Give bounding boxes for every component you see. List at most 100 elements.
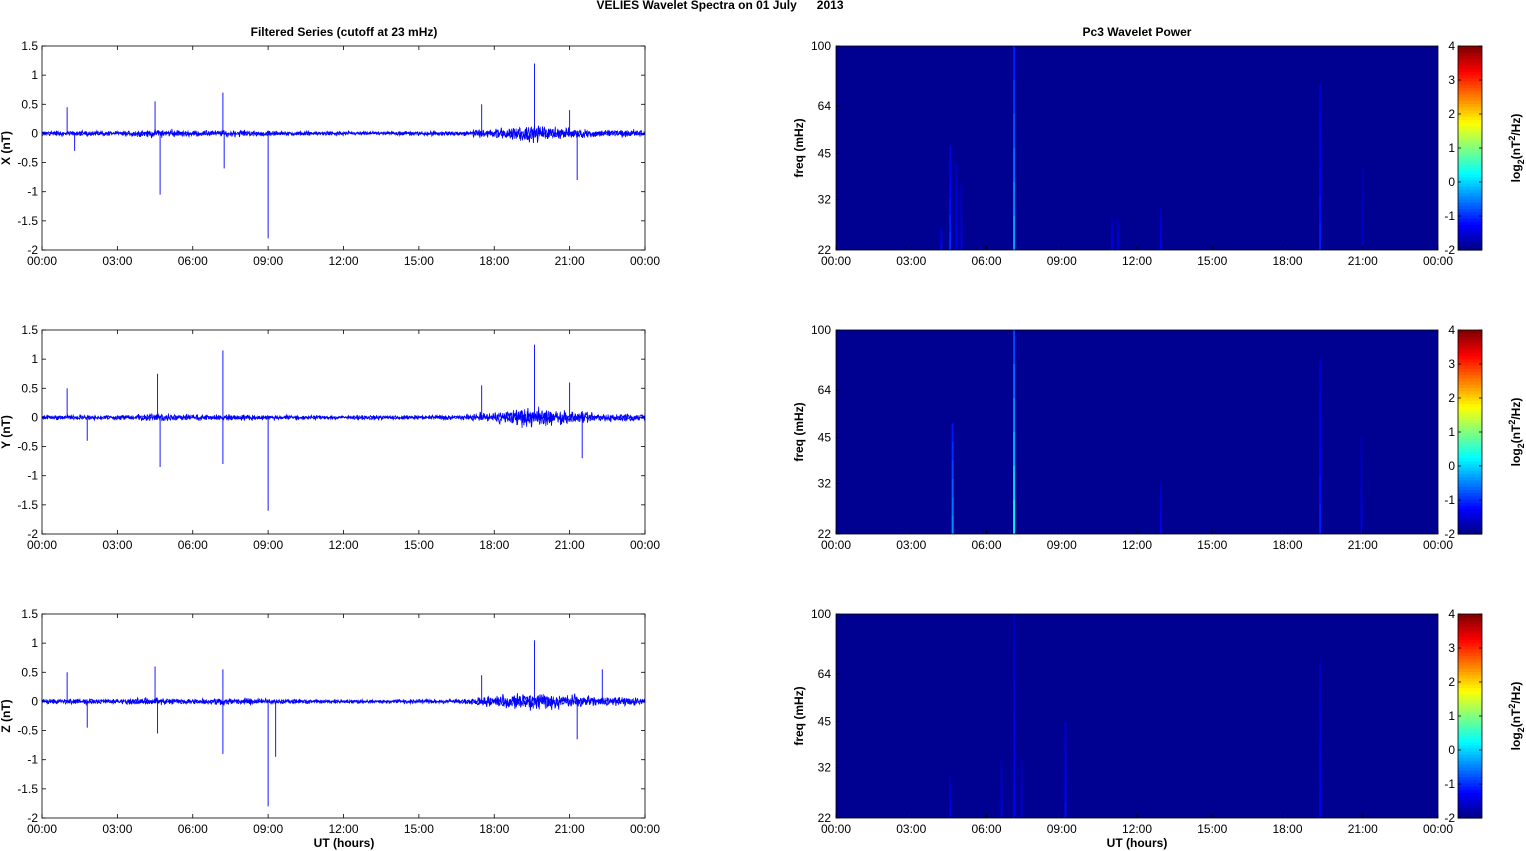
- power-streak-segment: [1064, 785, 1067, 802]
- colorbar-band: [1458, 639, 1482, 644]
- colorbar-band: [1458, 760, 1482, 765]
- y-tick-label: 32: [818, 761, 832, 775]
- colorbar-band: [1458, 377, 1482, 382]
- colorbar-band: [1458, 93, 1482, 98]
- power-streak-segment: [949, 804, 952, 812]
- colorbar-label-part: 2: [1516, 159, 1526, 164]
- x-tick-label: 12:00: [328, 254, 358, 268]
- colorbar-label-part: log: [1509, 164, 1523, 182]
- power-streak-segment: [1110, 233, 1113, 240]
- colorbar-band: [1458, 763, 1482, 768]
- colorbar-band: [1458, 167, 1482, 171]
- y-tick-label: -2: [27, 527, 38, 541]
- colorbar-band: [1458, 747, 1482, 752]
- colorbar-band: [1458, 757, 1482, 762]
- power-streak-segment: [1013, 398, 1016, 432]
- colorbar-band: [1458, 680, 1482, 685]
- colorbar-band: [1458, 706, 1482, 711]
- colorbar-band: [1458, 97, 1482, 101]
- colorbar-band: [1458, 368, 1482, 373]
- power-streak-segment: [949, 232, 952, 250]
- y-tick-label: 45: [818, 715, 832, 729]
- power-streak-segment: [1319, 792, 1322, 818]
- colorbar-band: [1458, 498, 1482, 503]
- colorbar-band: [1458, 476, 1482, 481]
- colorbar-band: [1458, 792, 1482, 797]
- colorbar-band: [1458, 735, 1482, 739]
- colorbar-band: [1458, 345, 1482, 350]
- colorbar-band: [1458, 495, 1482, 500]
- colorbar-band: [1458, 412, 1482, 417]
- colorbar-band: [1458, 779, 1482, 784]
- colorbar-band: [1458, 744, 1482, 749]
- power-streak-segment: [1020, 788, 1023, 799]
- x-tick-label: 09:00: [253, 538, 283, 552]
- x-tick-label: 06:00: [971, 254, 1001, 268]
- colorbar-band: [1458, 355, 1482, 360]
- colorbar-band: [1458, 438, 1482, 443]
- power-streak-segment: [1319, 139, 1322, 168]
- colorbar-label-part: 2: [1507, 136, 1517, 141]
- colorbar-band: [1458, 132, 1482, 136]
- power-streak-segment: [1013, 648, 1016, 682]
- colorbar-band: [1458, 160, 1482, 165]
- power-streak-segment: [1360, 437, 1363, 454]
- colorbar-band: [1458, 144, 1482, 149]
- colorbar-band: [1458, 432, 1482, 436]
- colorbar-band: [1458, 336, 1482, 341]
- colorbar-band: [1458, 422, 1482, 427]
- colorbar-band: [1458, 135, 1482, 140]
- power-streak-segment: [1020, 798, 1023, 809]
- colorbar-band: [1458, 655, 1482, 660]
- colorbar-band: [1458, 451, 1482, 455]
- colorbar-band: [1458, 211, 1482, 216]
- colorbar-band: [1458, 782, 1482, 787]
- x-tick-label: 00:00: [821, 254, 851, 268]
- colorbar-band: [1458, 170, 1482, 175]
- power-streak-segment: [1319, 84, 1322, 113]
- colorbar-band: [1458, 352, 1482, 357]
- y-tick-label: -0.5: [17, 440, 38, 454]
- power-streak-4: [1360, 437, 1363, 534]
- colorbar-band: [1458, 811, 1482, 816]
- colorbar-band: [1458, 390, 1482, 395]
- colorbar-band: [1458, 116, 1482, 120]
- x-tick-label: 18:00: [479, 538, 509, 552]
- x-tick-label: 21:00: [555, 538, 585, 552]
- colorbar-band: [1458, 700, 1482, 704]
- colorbar-band: [1458, 514, 1482, 519]
- x-tick-label: 06:00: [178, 254, 208, 268]
- power-streak-segment: [955, 220, 958, 236]
- colorbar-band: [1458, 767, 1482, 771]
- spectrum-background: [836, 614, 1438, 818]
- power-streak-1: [949, 144, 952, 250]
- power-streak-segment: [949, 179, 952, 198]
- colorbar-band: [1458, 77, 1482, 82]
- power-streak-segment: [1360, 469, 1363, 486]
- power-streak-segment: [1013, 148, 1016, 182]
- colorbar-band: [1458, 696, 1482, 701]
- colorbar-tick-label: 0: [1448, 175, 1455, 189]
- colorbar-band: [1458, 349, 1482, 353]
- power-streak-segment: [1319, 447, 1322, 477]
- colorbar-band: [1458, 339, 1482, 344]
- colorbar-tick-label: 3: [1448, 73, 1455, 87]
- power-streak-segment: [1319, 505, 1322, 534]
- colorbar-band: [1458, 470, 1482, 475]
- y-tick-label: 45: [818, 431, 832, 445]
- power-streak-2: [1013, 614, 1016, 818]
- colorbar-band: [1458, 246, 1482, 251]
- power-streak-segment: [940, 234, 943, 239]
- colorbar-band: [1458, 202, 1482, 206]
- colorbar-label-part: (nT: [1509, 140, 1523, 159]
- colorbar-tick-label: -1: [1444, 493, 1455, 507]
- colorbar-tick-label: -1: [1444, 777, 1455, 791]
- x-axis-label-left: UT (hours): [314, 836, 375, 850]
- power-streak-segment: [1000, 788, 1003, 799]
- colorbar-band: [1458, 119, 1482, 124]
- y-tick-label: -1: [27, 469, 38, 483]
- colorbar-band: [1458, 652, 1482, 657]
- colorbar-band: [1458, 374, 1482, 379]
- colorbar-band: [1458, 798, 1482, 803]
- colorbar-band: [1458, 728, 1482, 733]
